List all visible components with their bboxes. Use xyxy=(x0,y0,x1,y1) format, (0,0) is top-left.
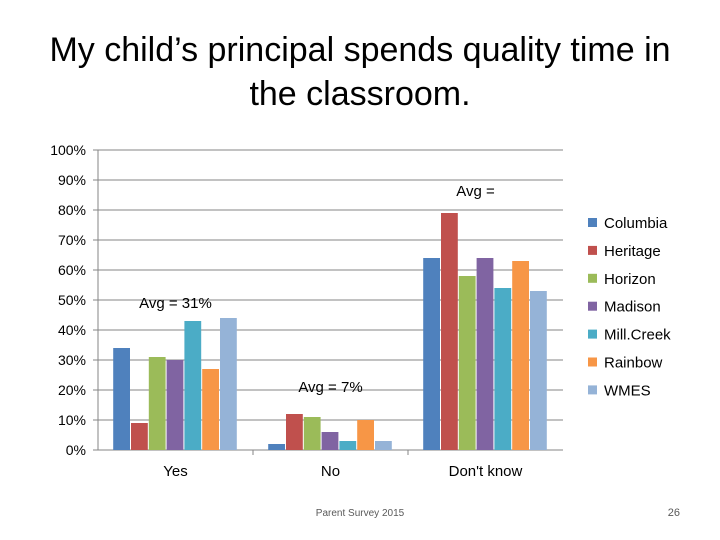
legend-label: Horizon xyxy=(604,271,656,288)
bar xyxy=(303,417,321,450)
bar xyxy=(286,414,303,450)
legend-swatch xyxy=(588,218,597,227)
legend-swatch xyxy=(588,385,597,395)
y-tick-label: 50% xyxy=(58,292,86,308)
bar xyxy=(530,291,547,450)
bar xyxy=(113,348,130,450)
y-tick-label: 10% xyxy=(58,412,86,428)
bar xyxy=(202,369,219,450)
bar xyxy=(339,441,357,450)
bar xyxy=(220,318,237,450)
y-tick-label: 40% xyxy=(58,322,86,338)
page-number: 26 xyxy=(667,507,680,519)
avg-annotation: Avg = 7% xyxy=(298,379,362,396)
x-tick-label: Don't know xyxy=(449,463,523,480)
legend-label: Mill.Creek xyxy=(604,327,671,344)
y-tick-label: 0% xyxy=(66,442,86,458)
y-tick-label: 30% xyxy=(58,352,86,368)
legend-swatch xyxy=(588,273,597,283)
x-tick-label: Yes xyxy=(163,463,187,480)
bar xyxy=(148,357,166,450)
legend-label: Madison xyxy=(604,299,661,316)
bar xyxy=(441,213,458,450)
bar xyxy=(476,258,494,450)
y-tick-label: 70% xyxy=(58,232,86,248)
bar xyxy=(494,288,512,450)
legend-label: Heritage xyxy=(604,243,661,260)
y-tick-label: 100% xyxy=(50,142,86,158)
bar xyxy=(184,321,202,450)
bar xyxy=(268,444,285,450)
legend-label: WMES xyxy=(604,382,651,399)
bar xyxy=(375,441,392,450)
avg-annotation: Avg = xyxy=(456,183,495,200)
legend-swatch xyxy=(588,301,597,311)
avg-annotation: Avg = 31% xyxy=(139,295,212,312)
legend-swatch xyxy=(588,245,597,255)
bar xyxy=(131,423,148,450)
legend-swatch xyxy=(588,357,597,367)
legend-label: Rainbow xyxy=(604,355,663,372)
bar xyxy=(512,261,529,450)
bar xyxy=(423,258,440,450)
legend-swatch xyxy=(588,329,597,339)
bar xyxy=(357,420,374,450)
slide-title: My child’s principal spends quality time… xyxy=(49,31,671,113)
bar xyxy=(458,276,476,450)
bar xyxy=(166,360,184,450)
y-tick-label: 80% xyxy=(58,202,86,218)
y-tick-label: 90% xyxy=(58,172,86,188)
y-tick-label: 20% xyxy=(58,382,86,398)
footer-text: Parent Survey 2015 xyxy=(315,508,405,519)
x-tick-label: No xyxy=(321,463,340,480)
legend-label: Columbia xyxy=(604,215,668,232)
y-tick-label: 60% xyxy=(58,262,86,278)
bar xyxy=(321,432,339,450)
